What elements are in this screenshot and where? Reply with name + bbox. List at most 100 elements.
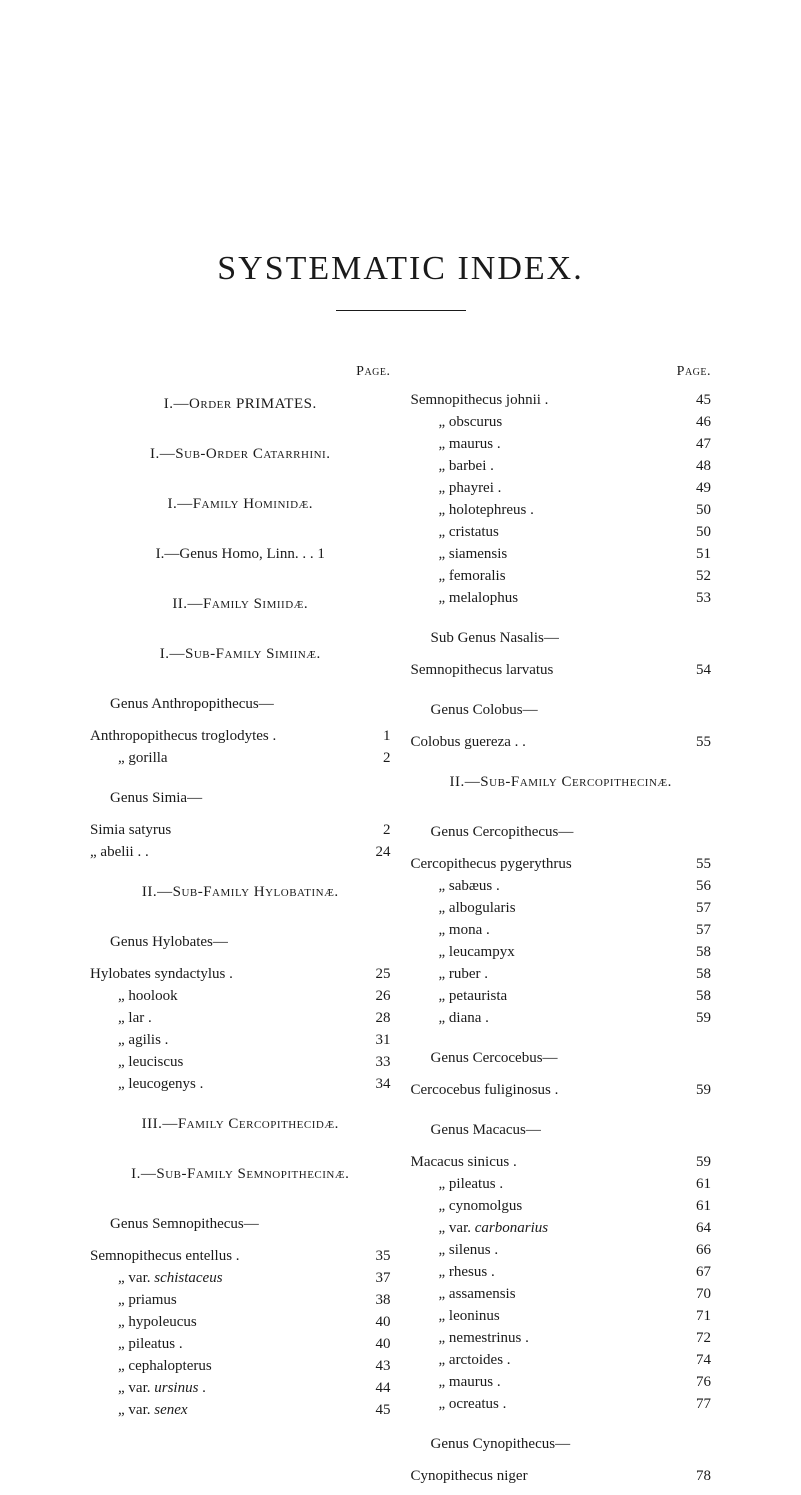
index-entry: „ cephalopterus43 <box>90 1355 391 1377</box>
entry-label: „ leoninus <box>439 1305 500 1327</box>
entry-label: „ var. senex <box>118 1399 188 1421</box>
index-entry: „ var. ursinus . 44 <box>90 1377 391 1399</box>
index-entry: „ phayrei .49 <box>411 477 712 499</box>
index-entry: „ hoolook26 <box>90 985 391 1007</box>
index-entry: „ pileatus .61 <box>411 1173 712 1195</box>
entry-label: „ siamensis <box>439 543 508 565</box>
title-underline <box>336 310 466 311</box>
entry-label: „ ruber . <box>439 963 489 985</box>
section-gap <box>90 1145 391 1153</box>
entry-label: Semnopithecus entellus . <box>90 1245 240 1267</box>
index-entry: Macacus sinicus .59 <box>411 1151 712 1173</box>
entry-page-number: 25 <box>363 963 391 985</box>
index-entry: „ agilis .31 <box>90 1029 391 1051</box>
entry-label: „ petaurista <box>439 985 508 1007</box>
section-gap <box>90 769 391 777</box>
entry-label: „ var. ursinus . <box>118 1377 206 1399</box>
entry-label: „ mona . <box>439 919 490 941</box>
entry-page-number: 49 <box>683 477 711 499</box>
entry-label: „ arctoides . <box>439 1349 511 1371</box>
section-heading: Genus Hylobates— <box>90 931 391 953</box>
section-gap <box>90 575 391 583</box>
index-entry: „ melalophus53 <box>411 587 712 609</box>
entry-label: „ assamensis <box>439 1283 516 1305</box>
index-entry: Anthropopithecus troglodytes .1 <box>90 725 391 747</box>
section-gap <box>90 1421 391 1429</box>
section-gap <box>411 681 712 689</box>
index-entry: „ leuciscus33 <box>90 1051 391 1073</box>
entry-label: „ var. schistaceus <box>118 1267 223 1289</box>
entry-page-number: 43 <box>363 1355 391 1377</box>
index-entry: „ pileatus .40 <box>90 1333 391 1355</box>
entry-label: „ leucogenys . <box>118 1073 203 1095</box>
entry-label: „ holotephreus . <box>439 499 534 521</box>
entry-label: Hylobates syndactylus . <box>90 963 233 985</box>
entry-page-number: 24 <box>363 841 391 863</box>
entry-label: „ diana . <box>439 1007 489 1029</box>
entry-label: „ ocreatus . <box>439 1393 507 1415</box>
index-entry: Colobus guereza . .55 <box>411 731 712 753</box>
entry-label: Macacus sinicus . <box>411 1151 517 1173</box>
entry-page-number: 50 <box>683 499 711 521</box>
section-heading: Genus Colobus— <box>411 699 712 721</box>
index-entry: „ petaurista58 <box>411 985 712 1007</box>
index-entry: „ ocreatus . 77 <box>411 1393 712 1415</box>
entry-page-number: 35 <box>363 1245 391 1267</box>
right-sections: Semnopithecus johnii .45„ obscurus46„ ma… <box>411 389 712 1495</box>
index-entry: „ lar .28 <box>90 1007 391 1029</box>
right-column: Page. Semnopithecus johnii .45„ obscurus… <box>411 361 712 1495</box>
section-heading: I.—Sub-Order Catarrhini. <box>90 443 391 465</box>
index-entry: „ abelii . . 24 <box>90 841 391 863</box>
entry-label: „ femoralis <box>439 565 506 587</box>
entry-page-number: 50 <box>683 521 711 543</box>
left-column: Page. I.—Order PRIMATES.I.—Sub-Order Cat… <box>90 361 391 1495</box>
section-gap <box>90 625 391 633</box>
entry-page-number: 58 <box>683 941 711 963</box>
section-gap <box>411 1029 712 1037</box>
index-entry: „ maurus .47 <box>411 433 712 455</box>
entry-page-number: 77 <box>683 1393 711 1415</box>
entry-page-number: 70 <box>683 1283 711 1305</box>
index-entry: „ var. carbonarius64 <box>411 1217 712 1239</box>
index-entry: „ cynomolgus61 <box>411 1195 712 1217</box>
index-entry: „ rhesus .67 <box>411 1261 712 1283</box>
section-gap <box>90 675 391 683</box>
section-gap <box>411 1487 712 1495</box>
entry-label: Cynopithecus niger <box>411 1465 528 1487</box>
section-heading: I.—Family Hominidæ. <box>90 493 391 515</box>
entry-page-number: 34 <box>363 1073 391 1095</box>
entry-label: „ agilis . <box>118 1029 168 1051</box>
entry-page-number: 78 <box>683 1465 711 1487</box>
entry-page-number: 44 <box>363 1377 391 1399</box>
section-heading: I.—Genus Homo, Linn. . . 1 <box>90 543 391 565</box>
entry-label: Cercocebus fuliginosus . <box>411 1079 559 1101</box>
entry-page-number: 52 <box>683 565 711 587</box>
entry-label: „ leucampyx <box>439 941 515 963</box>
entry-page-number: 57 <box>683 897 711 919</box>
entry-label: „ silenus . <box>439 1239 499 1261</box>
entry-label: „ var. carbonarius <box>439 1217 549 1239</box>
entry-page-number: 71 <box>683 1305 711 1327</box>
index-entry: „ leucampyx 58 <box>411 941 712 963</box>
section-heading: Genus Cercocebus— <box>411 1047 712 1069</box>
entry-page-number: 58 <box>683 963 711 985</box>
entry-label: „ abelii . . <box>90 841 149 863</box>
section-gap <box>411 753 712 761</box>
index-entry: „ albogularis57 <box>411 897 712 919</box>
page-title: SYSTEMATIC INDEX. <box>90 250 711 288</box>
section-heading: Genus Simia— <box>90 787 391 809</box>
left-sections: I.—Order PRIMATES.I.—Sub-Order Catarrhin… <box>90 393 391 1429</box>
section-heading: I.—Sub-Family Semnopithecinæ. <box>90 1163 391 1185</box>
section-heading: III.—Family Cercopithecidæ. <box>90 1113 391 1135</box>
entry-page-number: 61 <box>683 1195 711 1217</box>
section-gap <box>90 525 391 533</box>
entry-page-number: 45 <box>683 389 711 411</box>
entry-page-number: 72 <box>683 1327 711 1349</box>
index-entry: „ var. senex45 <box>90 1399 391 1421</box>
entry-label: „ barbei . <box>439 455 494 477</box>
index-entry: „ sabæus .56 <box>411 875 712 897</box>
index-entry: „ ruber . 58 <box>411 963 712 985</box>
index-entry: „ assamensis 70 <box>411 1283 712 1305</box>
section-gap <box>411 1101 712 1109</box>
section-gap <box>90 913 391 921</box>
